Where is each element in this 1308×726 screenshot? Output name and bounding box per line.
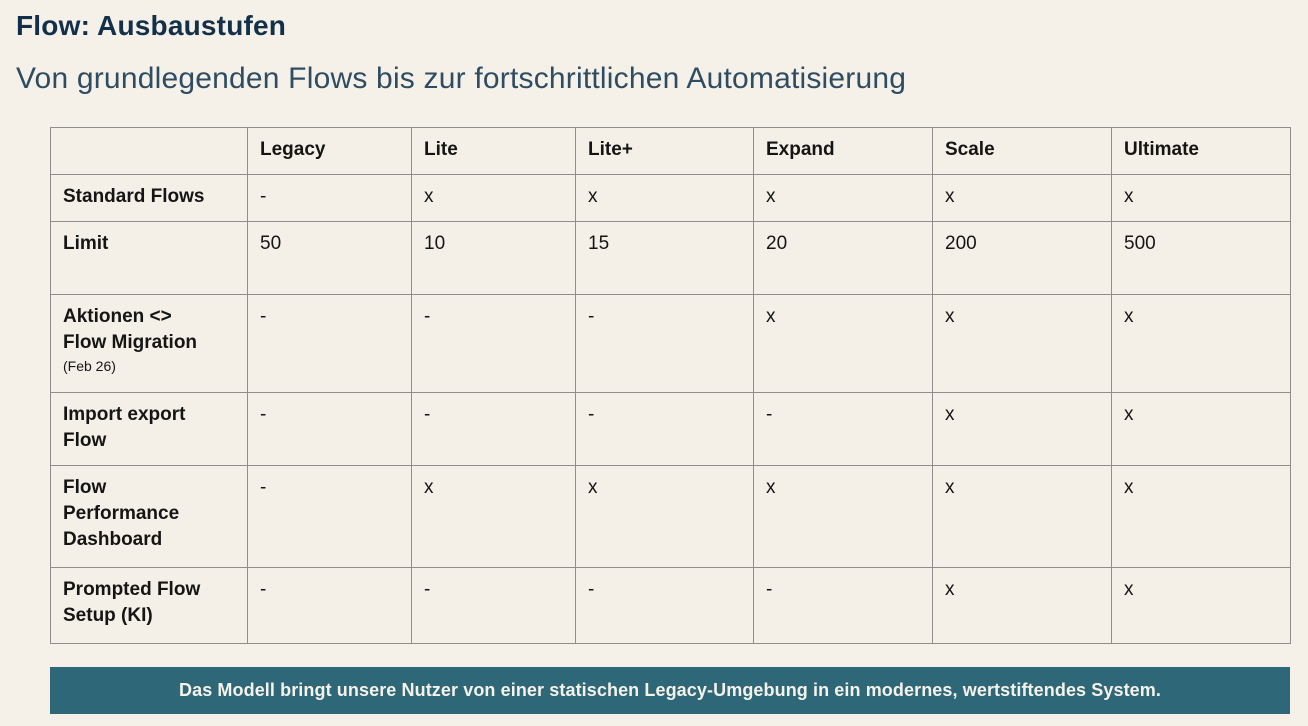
row-label-note: (Feb 26) [63, 358, 116, 374]
column-header-lite: Lite+ [575, 127, 754, 175]
value-cell: 15 [575, 221, 754, 295]
row-label: Limit [50, 221, 248, 295]
value-cell: x [753, 465, 933, 568]
value-cell: - [411, 294, 576, 393]
value-cell: - [575, 567, 754, 644]
takeaway-banner: Das Modell bringt unsere Nutzer von eine… [50, 667, 1290, 714]
table-row: Prompted Flow Setup (KI) - - - - x x [50, 567, 1291, 644]
table-row: Import export Flow - - - - x x [50, 392, 1291, 466]
value-cell: - [247, 465, 412, 568]
table-head: Legacy Lite Lite+ Expand Scale Ultimate [50, 127, 1291, 175]
value-cell: x [1111, 465, 1291, 568]
column-header-lite: Lite [411, 127, 576, 175]
value-cell: x [932, 392, 1112, 466]
row-label-text: Flow Performance Dashboard [63, 477, 180, 550]
value-cell: - [753, 567, 933, 644]
value-cell: - [411, 392, 576, 466]
column-header-expand: Expand [753, 127, 933, 175]
value-cell: x [1111, 567, 1291, 644]
value-cell: x [932, 567, 1112, 644]
value-cell: x [411, 174, 576, 222]
value-cell: x [1111, 174, 1291, 222]
value-cell: 20 [753, 221, 933, 295]
value-cell: - [575, 294, 754, 393]
row-label-text: Limit [63, 233, 109, 254]
table-row: Limit 50 10 15 20 200 500 [50, 221, 1291, 295]
table-row: Aktionen <> Flow Migration (Feb 26) - - - x x x [50, 294, 1291, 393]
table-row: Standard Flows - x x x x x [50, 174, 1291, 222]
row-label: Flow Performance Dashboard [50, 465, 248, 568]
value-cell: - [247, 174, 412, 222]
column-header-legacy: Legacy [247, 127, 412, 175]
page-title: Flow: Ausbaustufen [16, 10, 287, 41]
value-cell: - [753, 392, 933, 466]
value-cell: - [247, 392, 412, 466]
value-cell: x [932, 174, 1112, 222]
row-label-text: Prompted Flow Setup (KI) [63, 579, 201, 626]
value-cell: x [411, 465, 576, 568]
value-cell: 500 [1111, 221, 1291, 295]
row-label-text: Import export Flow [63, 404, 186, 451]
value-cell: - [247, 567, 412, 644]
value-cell: x [932, 294, 1112, 393]
value-cell: 50 [247, 221, 412, 295]
value-cell: - [247, 294, 412, 393]
value-cell: x [753, 294, 933, 393]
feature-matrix-container: Legacy Lite Lite+ Expand Scale Ultimate Stand… [50, 127, 1291, 644]
corner-cell [50, 127, 248, 175]
value-cell: 10 [411, 221, 576, 295]
value-cell: x [575, 174, 754, 222]
table-row: Flow Performance Dashboard - x x x x x [50, 465, 1291, 568]
column-header-scale: Scale [932, 127, 1112, 175]
header-row: Legacy Lite Lite+ Expand Scale Ultimate [50, 127, 1291, 175]
row-label-text: Standard Flows [63, 186, 205, 207]
row-label: Aktionen <> Flow Migration (Feb 26) [50, 294, 248, 393]
value-cell: x [1111, 294, 1291, 393]
row-label: Prompted Flow Setup (KI) [50, 567, 248, 644]
value-cell: x [575, 465, 754, 568]
column-header-ultimate: Ultimate [1111, 127, 1291, 175]
value-cell: x [753, 174, 933, 222]
row-label: Standard Flows [50, 174, 248, 222]
row-label-text: Aktionen <> Flow Migration [63, 306, 198, 353]
value-cell: x [1111, 392, 1291, 466]
value-cell: - [411, 567, 576, 644]
value-cell: 200 [932, 221, 1112, 295]
row-label: Import export Flow [50, 392, 248, 466]
value-cell: - [575, 392, 754, 466]
feature-matrix-table: Legacy Lite Lite+ Expand Scale Ultimate Stand… [50, 127, 1291, 644]
value-cell: x [932, 465, 1112, 568]
takeaway-banner-text: Das Modell bringt unsere Nutzer von eine… [178, 680, 1162, 700]
page-subtitle: Von grundlegenden Flows bis zur fortschr… [16, 62, 907, 95]
table-body: Standard Flows - x x x x x Limit 50 10 15 20 200 500 A… [50, 174, 1291, 644]
